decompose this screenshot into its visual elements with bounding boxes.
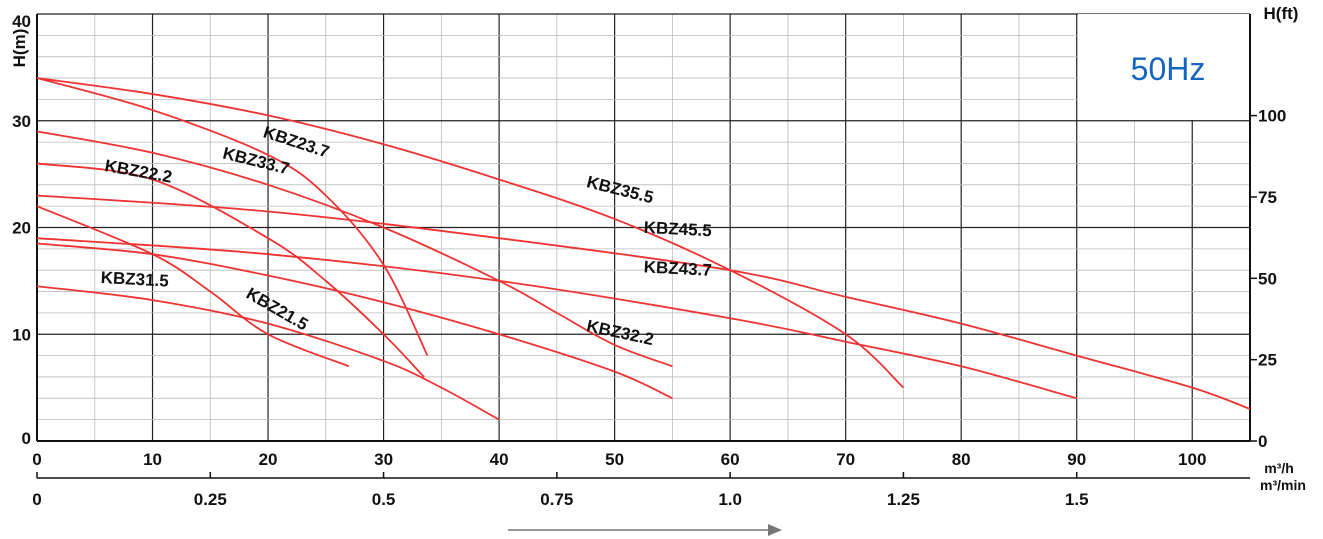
x-tick-label: 90 [1067, 450, 1086, 469]
x-tick-label: 0 [32, 450, 41, 469]
y-tick-label-right: 100 [1258, 107, 1286, 126]
y-axis-label-right: H(ft) [1264, 4, 1299, 23]
x-tick-label: 10 [143, 450, 162, 469]
curve-label-kbz43-7: KBZ43.7 [643, 257, 712, 280]
curve-kbz32-2 [36, 242, 673, 400]
x-unit-secondary: m³/min [1260, 477, 1306, 493]
curve-kbz35-5 [36, 77, 905, 389]
y-tick-label-right: 25 [1258, 351, 1277, 370]
y-tick-label-left: 0 [22, 429, 31, 448]
x-tick-label: 60 [721, 450, 740, 469]
x-tick-label: 20 [259, 450, 278, 469]
curve-label-kbz35-5: KBZ35.5 [585, 172, 656, 207]
axes [36, 14, 1257, 479]
x-tick-label: 30 [374, 450, 393, 469]
x-tick-label-secondary: 0.5 [372, 490, 396, 509]
flow-direction-arrow [508, 524, 782, 536]
x-tick-label: 80 [952, 450, 971, 469]
y-tick-label-left: 40 [12, 12, 31, 31]
x-tick-label: 40 [490, 450, 509, 469]
performance-curves [36, 77, 1251, 421]
curve-kbz33-7 [36, 130, 673, 368]
curve-kbz23-7 [36, 77, 429, 356]
tick-labels: 0 10 20 30 40 50 60 70 80 90 100 0 10 20 30 40 0 25 50 75 10… [12, 12, 1286, 509]
x-tick-label-secondary: 1.0 [718, 490, 742, 509]
frequency-badge-text: 50Hz [1131, 51, 1206, 87]
x-tick-label-secondary: 1.25 [887, 490, 920, 509]
y-tick-label-left: 30 [12, 112, 31, 131]
y-tick-label-left: 10 [12, 325, 31, 344]
y-tick-label-right: 50 [1258, 269, 1277, 288]
x-unit-labels: m³/hm³/min [1260, 460, 1306, 493]
y-tick-label-right: 0 [1258, 432, 1267, 451]
x-tick-label-secondary: 1.5 [1065, 490, 1089, 509]
curve-kbz22-2 [36, 162, 425, 378]
x-tick-label-secondary: 0.25 [194, 490, 227, 509]
y-tick-label-left: 20 [12, 219, 31, 238]
curve-kbz43-7 [36, 237, 1077, 400]
curve-label-kbz22-2: KBZ22.2 [103, 156, 173, 187]
curve-label-kbz31-5: KBZ31.5 [100, 268, 169, 291]
x-tick-label-secondary: 0.75 [540, 490, 573, 509]
curve-label-kbz32-2: KBZ32.2 [585, 316, 655, 349]
y-axis-label-left: H(m) [10, 29, 29, 68]
frequency-badge: 50Hz [1078, 14, 1250, 120]
y-tick-label-right: 75 [1258, 188, 1277, 207]
x-tick-label: 50 [605, 450, 624, 469]
curve-label-kbz45-5: KBZ45.5 [643, 218, 712, 241]
x-tick-label-secondary: 0 [32, 490, 41, 509]
x-unit-primary: m³/h [1264, 460, 1294, 476]
curve-kbz31-5 [36, 285, 500, 421]
curve-kbz45-5 [36, 194, 1251, 410]
x-tick-label: 70 [836, 450, 855, 469]
x-tick-label: 100 [1178, 450, 1206, 469]
curve-labels: KBZ35.5KBZ23.7KBZ33.7KBZ22.2KBZ45.5KBZ43… [100, 122, 712, 349]
curve-kbz21-5 [36, 205, 350, 368]
